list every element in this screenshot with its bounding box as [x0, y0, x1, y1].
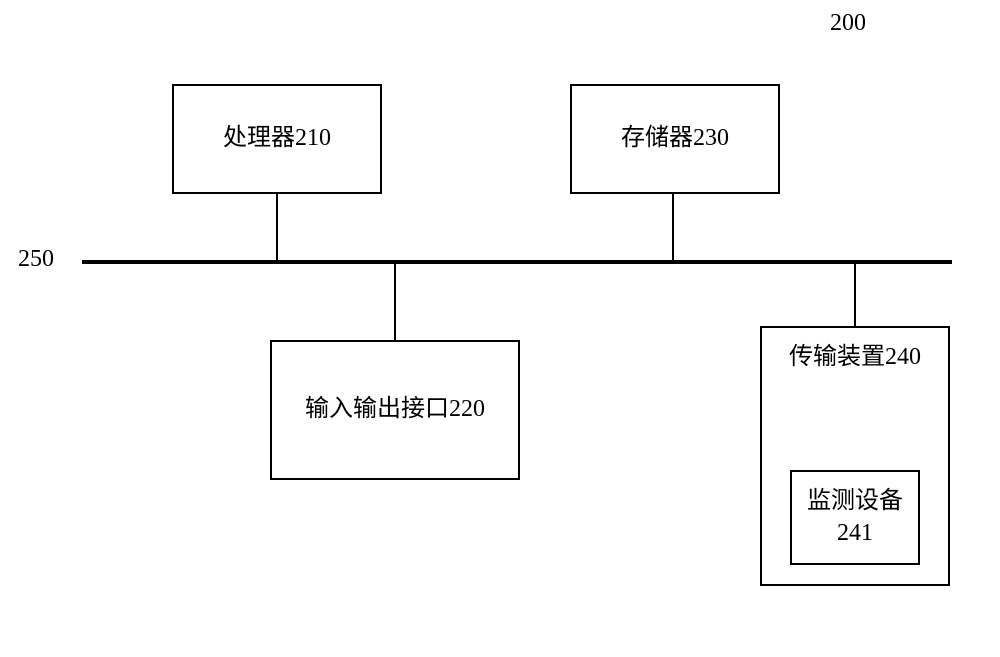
- processor-node: 处理器210: [172, 84, 382, 194]
- memory-label: 存储器230: [621, 123, 729, 154]
- diagram-canvas: 200 250 处理器210 存储器230 输入输出接口220 传输装置240 …: [0, 0, 1000, 657]
- monitor-device-node: 监测设备 241: [790, 470, 920, 565]
- connector-io-bus: [394, 264, 396, 340]
- transfer-device-label: 传输装置240: [762, 342, 948, 373]
- io-interface-node: 输入输出接口220: [270, 340, 520, 480]
- figure-id-label: 200: [830, 10, 866, 37]
- connector-transfer-bus: [854, 264, 856, 326]
- bus-label: 250: [18, 246, 54, 273]
- monitor-device-label: 监测设备 241: [807, 486, 903, 548]
- bus-line: [82, 260, 952, 264]
- memory-node: 存储器230: [570, 84, 780, 194]
- io-interface-label: 输入输出接口220: [305, 394, 485, 425]
- connector-memory-bus: [672, 194, 674, 260]
- connector-processor-bus: [276, 194, 278, 260]
- processor-label: 处理器210: [223, 123, 331, 154]
